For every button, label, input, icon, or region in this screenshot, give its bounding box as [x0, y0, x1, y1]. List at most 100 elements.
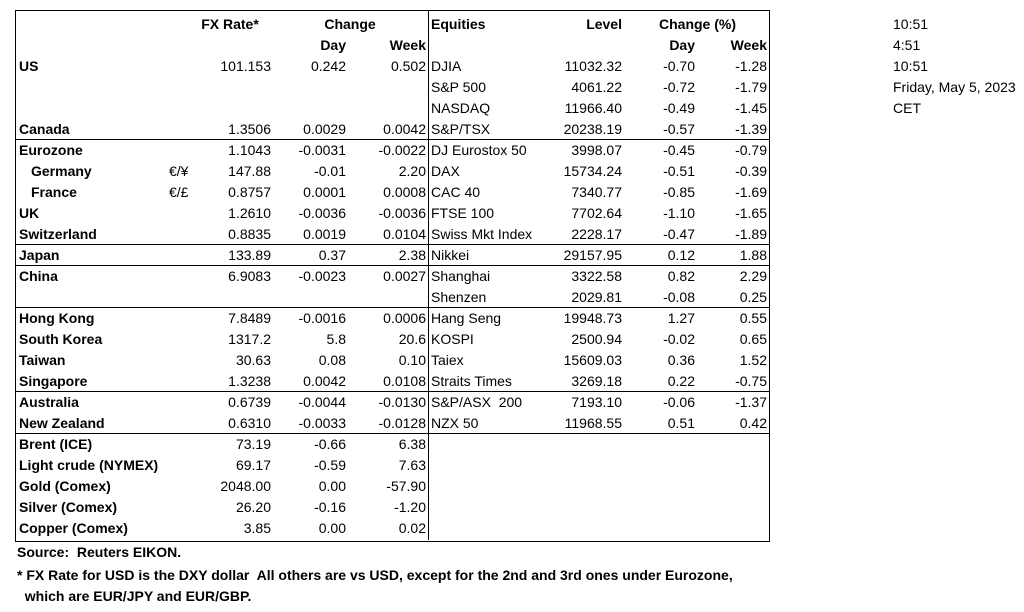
table-cell: -1.28 [735, 58, 767, 74]
table-cell: 4061.22 [571, 79, 622, 95]
table-cell: 1317.2 [228, 331, 271, 347]
table-cell: 3269.18 [571, 373, 622, 389]
table-cell: S&P/ASX 200 [431, 394, 523, 410]
table-cell: Taiex [431, 352, 464, 368]
table-cell: -1.39 [735, 121, 767, 137]
footnote: which are EUR/JPY and EUR/GBP. [17, 588, 252, 604]
table-cell: DAX [431, 163, 460, 179]
table-cell: 0.8835 [228, 226, 271, 242]
table-cell: 0.36 [667, 352, 695, 368]
row-label: Taiwan [19, 352, 66, 368]
table-cell: DJ Eurostox 50 [431, 142, 527, 158]
row-label: Gold (Comex) [19, 478, 111, 494]
table-cell: 0.42 [739, 415, 767, 431]
table-cell: 0.65 [739, 331, 767, 347]
table-cell: 1.52 [739, 352, 767, 368]
table-cell: 0.10 [398, 352, 426, 368]
table-cell: NASDAQ [431, 100, 491, 116]
table-cell: 0.82 [667, 268, 695, 284]
row-label: South Korea [19, 331, 103, 347]
table-cell: 6.38 [398, 436, 426, 452]
table-cell: -0.49 [663, 100, 695, 116]
row-label: US [19, 58, 39, 74]
table-cell: 2500.94 [571, 331, 622, 347]
table-cell: 0.0029 [303, 121, 346, 137]
table-cell: 1.3238 [228, 373, 271, 389]
table-cell: 7340.77 [571, 184, 622, 200]
table-cell: 7.8489 [228, 310, 271, 326]
table-cell: DJIA [431, 58, 462, 74]
row-label: New Zealand [19, 415, 105, 431]
table-cell: 0.25 [739, 289, 767, 305]
table-cell: 11966.40 [564, 100, 622, 116]
row-label: Light crude (NYMEX) [19, 457, 159, 473]
table-cell: 19948.73 [563, 310, 622, 326]
table-cell: 0.22 [667, 373, 695, 389]
table-cell: Shenzen [431, 289, 487, 305]
table-cell: 20238.19 [563, 121, 622, 137]
table-cell: 0.6310 [228, 415, 271, 431]
table-cell: 101.153 [220, 58, 271, 74]
table-cell: -0.79 [735, 142, 767, 158]
table-cell: -0.06 [663, 394, 695, 410]
table-cell: 2.29 [739, 268, 767, 284]
table-cell: -1.65 [735, 205, 767, 221]
row-label: Hong Kong [19, 310, 95, 326]
table-cell: -0.85 [663, 184, 695, 200]
table-cell: 133.89 [228, 247, 271, 263]
row-label: UK [19, 205, 40, 221]
table-cell: 0.00 [318, 520, 346, 536]
table-cell: 1.88 [739, 247, 767, 263]
table-cell: 0.0006 [383, 310, 426, 326]
table-cell: CAC 40 [431, 184, 481, 200]
table-cell: 7702.64 [571, 205, 622, 221]
table-cell: -0.70 [663, 58, 695, 74]
row-label: Japan [19, 247, 60, 263]
table-cell: 26.20 [235, 499, 271, 515]
row-label: Germany [31, 163, 92, 179]
table-cell: 7.63 [398, 457, 426, 473]
table-cell: 0.6739 [228, 394, 271, 410]
row-label: China [19, 268, 58, 284]
table-cell: 1.2610 [228, 205, 271, 221]
table-cell: -0.59 [314, 457, 346, 473]
side-text: 4:51 [893, 37, 921, 53]
table-cell: €/¥ [169, 163, 189, 179]
table-cell: -0.45 [663, 142, 695, 158]
footnote: Source: Reuters EIKON. [17, 544, 182, 560]
table-cell: 0.0001 [303, 184, 346, 200]
side-text: Friday, May 5, 2023 [893, 79, 1016, 95]
table-cell: -1.45 [735, 100, 767, 116]
table-cell: 15609.03 [563, 352, 622, 368]
group-separator [16, 244, 769, 245]
table-cell: -0.16 [314, 499, 346, 515]
row-label: Canada [19, 121, 70, 137]
table-cell: 69.17 [235, 457, 271, 473]
table-cell: 147.88 [228, 163, 271, 179]
table-cell: 0.0108 [383, 373, 426, 389]
table-cell: -1.20 [394, 499, 426, 515]
table-cell: -0.0033 [298, 415, 346, 431]
table-cell: -0.0022 [378, 142, 426, 158]
column-separator [428, 435, 429, 540]
row-label: Eurozone [19, 142, 83, 158]
table-cell: -0.0036 [298, 205, 346, 221]
table-cell: -0.66 [314, 436, 346, 452]
header-cell: Level [586, 16, 622, 32]
row-label: Singapore [19, 373, 88, 389]
column-separator [428, 11, 429, 435]
table-cell: 29157.95 [563, 247, 622, 263]
table-cell: 11968.55 [564, 415, 622, 431]
table-cell: 0.00 [318, 478, 346, 494]
group-separator [16, 139, 769, 140]
header-cell: Day [669, 37, 695, 53]
table-cell: S&P 500 [431, 79, 487, 95]
header-cell: FX Rate* [201, 16, 259, 32]
table-cell: Nikkei [431, 247, 470, 263]
table-cell: Hang Seng [431, 310, 502, 326]
table-cell: -0.39 [735, 163, 767, 179]
table-cell: 5.8 [326, 331, 346, 347]
side-text: 10:51 [893, 58, 929, 74]
table-cell: -1.10 [663, 205, 695, 221]
